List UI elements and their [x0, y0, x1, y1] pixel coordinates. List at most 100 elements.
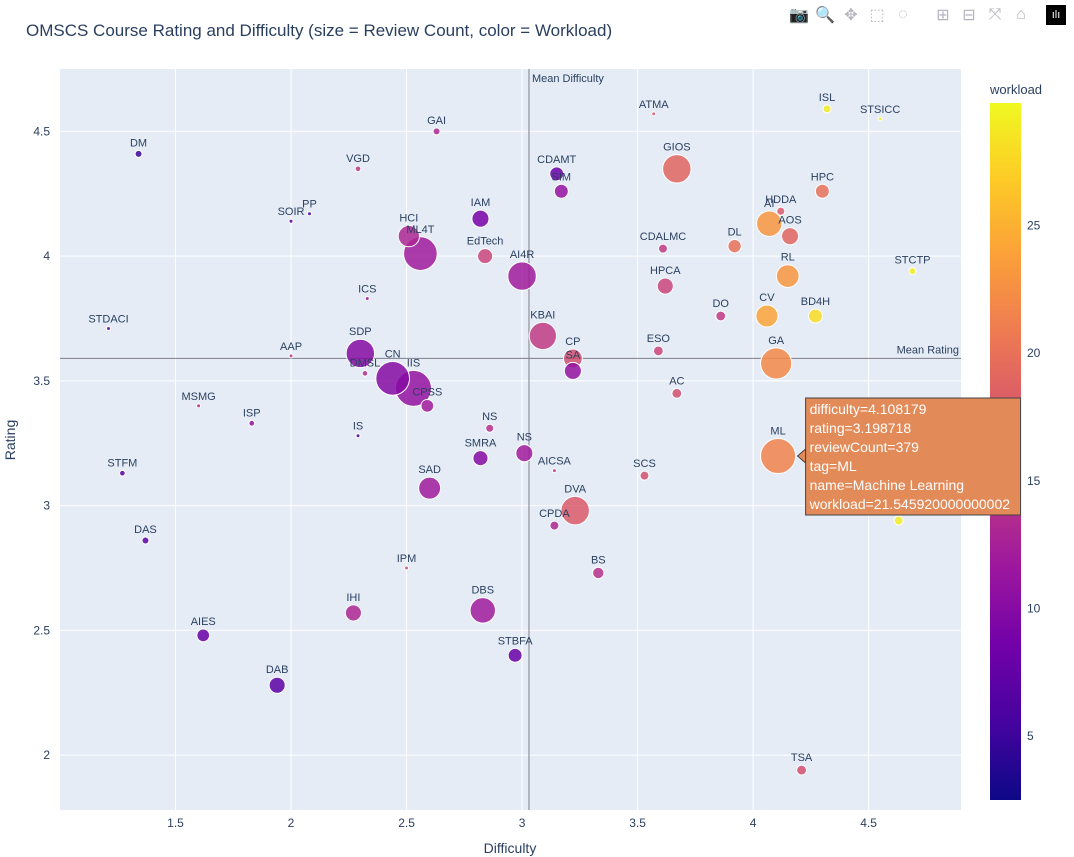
point-label: SOIR: [278, 206, 305, 218]
scatter-point[interactable]: [477, 248, 494, 265]
zoom-out-icon[interactable]: ⊟: [962, 7, 976, 24]
colorbar-tick-label: 25: [1027, 219, 1041, 233]
scatter-point[interactable]: [639, 470, 650, 481]
point-label: ISL: [819, 92, 836, 104]
scatter-point[interactable]: [715, 310, 727, 322]
scatter-point[interactable]: [657, 243, 668, 254]
scatter-point[interactable]: [796, 764, 808, 776]
scatter-point[interactable]: [375, 361, 411, 396]
scatter-point[interactable]: [551, 468, 557, 474]
scatter-point[interactable]: [549, 166, 565, 182]
scatter-point[interactable]: [134, 149, 143, 158]
scatter-point[interactable]: [397, 225, 420, 248]
colorbar-tick-label: 10: [1027, 602, 1041, 616]
pan-icon[interactable]: ✥: [844, 7, 858, 24]
colorbar-tick-label: 20: [1027, 346, 1041, 360]
scatter-point[interactable]: [288, 218, 294, 224]
scatter-point[interactable]: [814, 183, 830, 199]
point-label: AC: [669, 375, 684, 387]
scatter-point[interactable]: [345, 338, 376, 369]
plotly-logo[interactable]: ılı: [1046, 5, 1066, 25]
scatter-point[interactable]: [288, 353, 294, 359]
scatter-point[interactable]: [355, 433, 361, 439]
point-label: IS: [353, 421, 363, 433]
point-label: DVA: [564, 483, 586, 495]
point-label: DM: [130, 137, 147, 149]
scatter-point[interactable]: [756, 210, 783, 237]
scatter-point[interactable]: [908, 267, 917, 276]
scatter-point[interactable]: [549, 520, 560, 531]
tooltip-line: reviewCount=379: [810, 439, 920, 455]
scatter-point[interactable]: [760, 347, 793, 380]
camera-icon[interactable]: 📷: [789, 7, 809, 24]
point-label: DL: [728, 226, 742, 238]
scatter-point[interactable]: [361, 370, 369, 377]
scatter-point[interactable]: [662, 154, 692, 184]
scatter-point[interactable]: [507, 647, 523, 663]
zoom-icon[interactable]: 🔍: [815, 7, 835, 24]
scatter-point[interactable]: [671, 387, 683, 399]
point-label: GA: [768, 335, 785, 347]
scatter-point[interactable]: [418, 476, 442, 500]
box-select-icon[interactable]: ⬚: [869, 7, 885, 24]
scatter-point[interactable]: [420, 398, 435, 413]
point-label: STSICC: [860, 104, 900, 116]
point-label: TSA: [791, 752, 813, 764]
scatter-point[interactable]: [563, 361, 582, 380]
scatter-point[interactable]: [553, 183, 569, 199]
scatter-point[interactable]: [344, 604, 362, 622]
scatter-point[interactable]: [592, 566, 605, 580]
scatter-point[interactable]: [469, 597, 497, 624]
scatter-point[interactable]: [515, 444, 534, 463]
scatter-point[interactable]: [364, 296, 370, 302]
scatter-point[interactable]: [485, 423, 495, 433]
scatter-point[interactable]: [807, 308, 823, 324]
point-label: AICSA: [538, 456, 572, 468]
mean-rating-label: Mean Rating: [897, 344, 959, 356]
tooltip-line: tag=ML: [810, 458, 857, 474]
scatter-point[interactable]: [893, 515, 904, 526]
scatter-point[interactable]: [775, 264, 800, 288]
scatter-point[interactable]: [781, 227, 800, 246]
scatter-point[interactable]: [877, 116, 883, 122]
scatter-point[interactable]: [472, 450, 489, 467]
point-label: CP: [565, 336, 580, 348]
point-label: SMRA: [465, 438, 497, 450]
scatter-point[interactable]: [755, 304, 779, 328]
lasso-select-icon[interactable]: ◌: [898, 6, 908, 23]
scatter-point[interactable]: [656, 277, 674, 295]
scatter-point[interactable]: [776, 206, 786, 216]
scatter-point[interactable]: [354, 165, 362, 173]
mean-difficulty-label: Mean Difficulty: [532, 73, 604, 85]
x-tick-label: 3: [519, 816, 526, 830]
scatter-point[interactable]: [106, 325, 112, 331]
tooltip-line: name=Machine Learning: [810, 477, 965, 493]
scatter-point[interactable]: [528, 321, 557, 351]
tooltip-line: workload=21.545920000000002: [809, 496, 1011, 512]
scatter-point[interactable]: [119, 469, 126, 477]
scatter-point[interactable]: [432, 127, 441, 136]
scatter-point[interactable]: [651, 111, 657, 117]
scatter-point[interactable]: [196, 403, 202, 409]
scatter-point[interactable]: [196, 628, 211, 643]
scatter-point[interactable]: [404, 565, 410, 571]
scatter-point[interactable]: [560, 495, 590, 526]
scatter-point[interactable]: [507, 261, 537, 291]
scatter-point[interactable]: [822, 104, 832, 114]
zoom-in-icon[interactable]: ⊞: [936, 7, 950, 24]
x-tick-label: 4.5: [860, 816, 877, 830]
home-icon[interactable]: ⌂: [1016, 6, 1026, 23]
scatter-point[interactable]: [652, 345, 664, 357]
scatter-point[interactable]: [268, 676, 286, 694]
scatter-point[interactable]: [306, 211, 313, 217]
point-label: HDDA: [765, 194, 797, 206]
scatter-point[interactable]: [727, 238, 742, 254]
autoscale-icon[interactable]: ⤧: [988, 6, 1002, 23]
scatter-point[interactable]: [760, 438, 797, 475]
scatter-point[interactable]: [141, 536, 150, 545]
scatter-point[interactable]: [471, 209, 490, 228]
point-label: STDACI: [88, 313, 128, 325]
point-label: IHI: [346, 592, 360, 604]
point-label: GIOS: [663, 142, 691, 154]
scatter-point[interactable]: [248, 419, 256, 427]
